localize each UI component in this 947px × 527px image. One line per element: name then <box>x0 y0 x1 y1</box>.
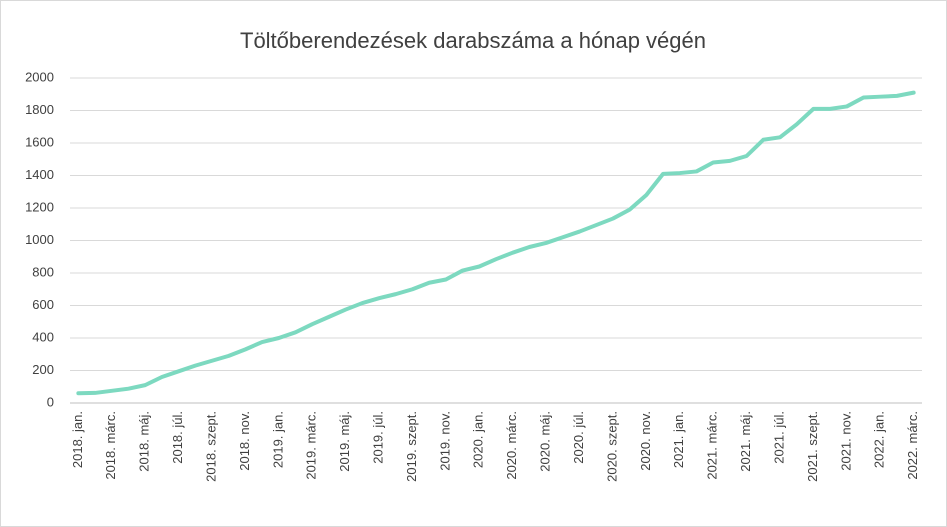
y-tick-label: 1000 <box>25 232 54 247</box>
y-tick-label: 600 <box>32 297 54 312</box>
x-tick-label: 2018. máj. <box>137 411 152 472</box>
x-tick-label: 2018. júl. <box>170 411 185 464</box>
y-tick-label: 2000 <box>25 69 54 84</box>
data-line <box>76 90 916 396</box>
x-tick-label: 2021. júl. <box>771 411 786 464</box>
x-tick-label: 2020. júl. <box>571 411 586 464</box>
x-tick-label: 2020. nov. <box>638 411 653 471</box>
x-tick-label: 2019. máj. <box>337 411 352 472</box>
y-tick-label: 800 <box>32 264 54 279</box>
y-tick-label: 1600 <box>25 134 54 149</box>
x-tick-label: 2019. jan. <box>270 411 285 468</box>
x-tick-label: 2018. szept. <box>203 411 218 482</box>
y-tick-label: 1800 <box>25 102 54 117</box>
chart-title: Töltőberendezések darabszáma a hónap vég… <box>240 28 706 53</box>
y-tick-label: 1200 <box>25 199 54 214</box>
y-tick-label: 0 <box>47 394 54 409</box>
x-tick-label: 2021. máj. <box>738 411 753 472</box>
y-tick-label: 1400 <box>25 167 54 182</box>
x-tick-label: 2019. nov. <box>437 411 452 471</box>
x-tick-label: 2019. szept. <box>404 411 419 482</box>
x-tick-label: 2021. márc. <box>705 411 720 480</box>
x-tick-label: 2022. márc. <box>905 411 920 480</box>
x-tick-label: 2018. márc. <box>103 411 118 480</box>
x-tick-label: 2020. márc. <box>504 411 519 480</box>
x-tick-label: 2019. júl. <box>370 411 385 464</box>
x-tick-label: 2018. nov. <box>237 411 252 471</box>
x-tick-label: 2021. nov. <box>838 411 853 471</box>
x-tick-label: 2020. jan. <box>471 411 486 468</box>
y-tick-label: 400 <box>32 329 54 344</box>
x-tick-label: 2020. máj. <box>538 411 553 472</box>
x-tick-label: 2020. szept. <box>604 411 619 482</box>
x-tick-label: 2022. jan. <box>872 411 887 468</box>
x-tick-label: 2019. márc. <box>304 411 319 480</box>
x-tick-label: 2021. jan. <box>671 411 686 468</box>
x-tick-label: 2021. szept. <box>805 411 820 482</box>
y-tick-label: 200 <box>32 362 54 377</box>
x-tick-label: 2018. jan. <box>70 411 85 468</box>
